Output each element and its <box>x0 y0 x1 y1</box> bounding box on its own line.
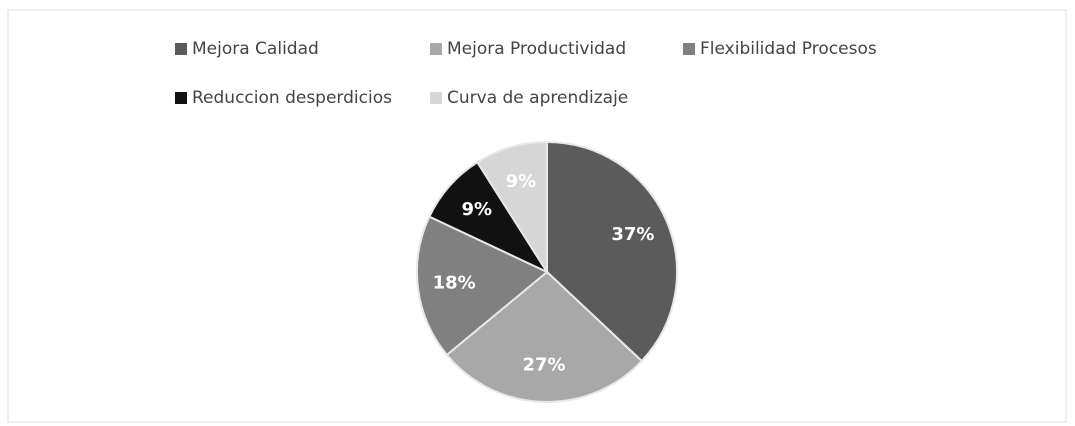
pie-slice <box>475 140 548 276</box>
pie-slice <box>546 140 678 363</box>
data-label: 9% <box>506 171 537 192</box>
legend-label: Mejora Calidad <box>192 39 319 59</box>
data-label: 9% <box>462 199 493 220</box>
legend-swatch <box>430 92 442 104</box>
legend-label: Mejora Productividad <box>447 39 626 59</box>
legend-label: Curva de aprendizaje <box>447 88 628 108</box>
legend-swatch <box>430 43 442 55</box>
legend-swatch <box>175 92 187 104</box>
data-label: 18% <box>433 273 476 294</box>
data-label: 27% <box>523 355 566 376</box>
legend-label: Reduccion desperdicios <box>192 88 392 108</box>
legend-label: Flexibilidad Procesos <box>700 39 877 59</box>
legend-swatch <box>175 43 187 55</box>
data-label: 37% <box>611 224 654 245</box>
pie-slice <box>416 215 549 357</box>
legend-swatch <box>683 43 695 55</box>
pie-slice <box>445 270 644 403</box>
